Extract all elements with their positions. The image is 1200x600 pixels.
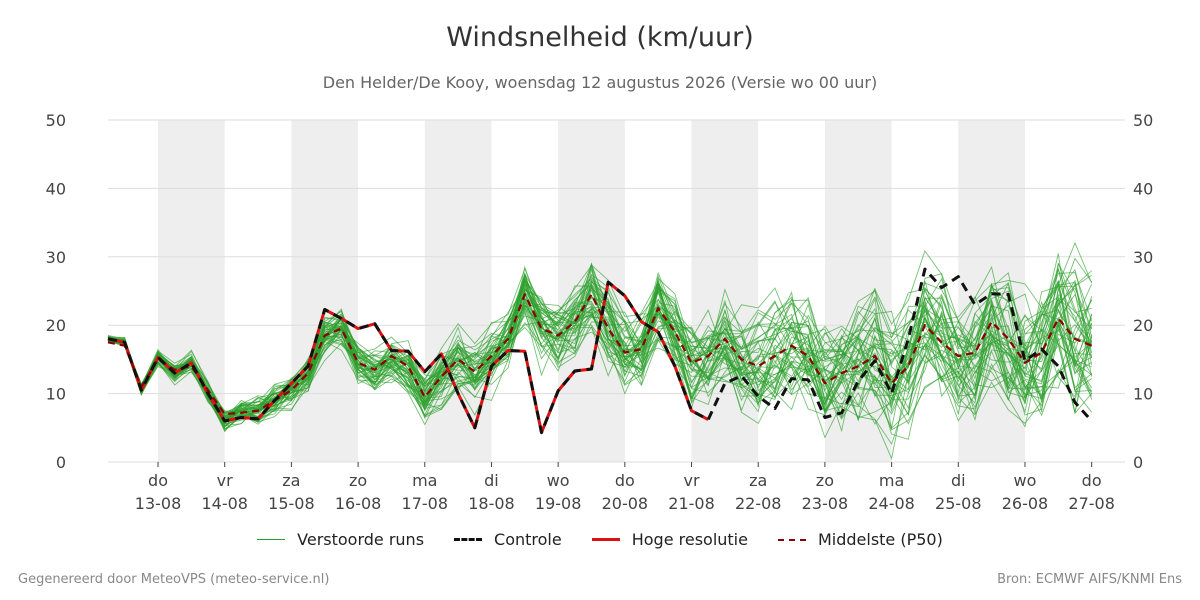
y-tick-left-0: 0 (56, 453, 66, 472)
x-tick-date-13: 26-08 (1002, 494, 1049, 513)
y-tick-right-4: 40 (1133, 179, 1153, 198)
x-tick-date-0: 13-08 (135, 494, 182, 513)
x-tick-day-12: di (951, 471, 966, 490)
ensemble-run-5 (107, 273, 1093, 418)
legend-swatch-hoge-resolutie (591, 538, 620, 541)
x-tick-date-3: 16-08 (335, 494, 382, 513)
x-tick-day-3: zo (349, 471, 367, 490)
legend-swatch-ensemble (257, 539, 286, 540)
legend-label-hoge-resolutie: Hoge resolutie (631, 530, 748, 549)
y-tick-right-0: 0 (1133, 453, 1143, 472)
axes: 0 0 10 10 20 20 30 30 40 40 50 50 do 13-08 vr 14-08 za 15… (46, 111, 1154, 513)
y-tick-right-2: 20 (1133, 316, 1153, 335)
legend-item-controle[interactable]: Controle (454, 530, 562, 549)
x-tick-day-13: wo (1014, 471, 1037, 490)
x-tick-day-6: wo (547, 471, 570, 490)
ensemble-run-48 (107, 272, 1092, 423)
legend-item-ensemble[interactable]: Verstoorde runs (257, 530, 424, 549)
series-line-controle (107, 267, 1093, 435)
x-tick-date-8: 21-08 (668, 494, 715, 513)
x-tick-date-7: 20-08 (602, 494, 649, 513)
x-tick-date-4: 17-08 (402, 494, 449, 513)
y-tick-left-3: 30 (46, 248, 66, 267)
y-tick-left-2: 20 (46, 316, 66, 335)
legend-item-p50[interactable]: Middelste (P50) (777, 530, 943, 549)
y-tick-left-1: 10 (46, 385, 66, 404)
x-tick-date-2: 15-08 (268, 494, 315, 513)
ensemble-run-46 (107, 285, 1092, 428)
legend-item-hoge-resolutie[interactable]: Hoge resolutie (591, 530, 748, 549)
x-tick-day-14: do (1082, 471, 1102, 490)
shade-band-1 (291, 120, 359, 462)
ensemble-run-38 (107, 278, 1093, 418)
x-tick-date-5: 18-08 (468, 494, 515, 513)
y-tick-right-5: 50 (1133, 111, 1153, 130)
x-tick-day-0: do (148, 471, 168, 490)
x-tick-day-1: vr (217, 471, 233, 490)
ensemble-run-44 (107, 271, 1093, 431)
chart-subtitle: Den Helder/De Kooy, woensdag 12 augustus… (322, 73, 878, 92)
x-tick-day-11: ma (879, 471, 904, 490)
x-tick-day-7: do (615, 471, 635, 490)
footer-generator: Gegenereerd door MeteoVPS (meteo-service… (18, 572, 330, 587)
legend-label-p50: Middelste (P50) (817, 530, 943, 549)
x-tick-date-9: 22-08 (735, 494, 782, 513)
chart-title: Windsnelheid (km/uur) (446, 22, 754, 53)
legend-swatch-p50 (777, 538, 806, 541)
main-series (107, 267, 1093, 435)
chart-legend: Verstoorde runs Controle Hoge resolutie … (0, 530, 1200, 549)
y-tick-left-4: 40 (46, 179, 66, 198)
y-tick-left-5: 50 (46, 111, 66, 130)
x-tick-day-2: za (282, 471, 300, 490)
x-tick-day-5: di (484, 471, 499, 490)
x-tick-day-4: ma (412, 471, 437, 490)
ensemble-run-41 (107, 271, 1093, 415)
y-tick-right-1: 10 (1133, 385, 1153, 404)
series-line-middelste-p50 (107, 293, 1093, 416)
x-tick-date-14: 27-08 (1068, 494, 1115, 513)
x-tick-date-12: 25-08 (935, 494, 982, 513)
ensemble-run-40 (107, 278, 1093, 433)
x-tick-date-11: 24-08 (868, 494, 915, 513)
x-tick-day-10: zo (816, 471, 834, 490)
x-tick-day-9: za (749, 471, 767, 490)
legend-label-ensemble: Verstoorde runs (297, 530, 425, 549)
legend-swatch-controle (454, 538, 483, 541)
ensemble-run-24 (107, 282, 1093, 425)
x-tick-day-8: vr (684, 471, 700, 490)
y-tick-right-3: 30 (1133, 248, 1153, 267)
x-tick-date-1: 14-08 (201, 494, 248, 513)
x-tick-date-6: 19-08 (535, 494, 582, 513)
x-tick-date-10: 23-08 (802, 494, 849, 513)
legend-label-controle: Controle (494, 530, 562, 549)
footer-source: Bron: ECMWF AIFS/KNMI Ens (997, 572, 1182, 587)
ensemble-run-33 (107, 281, 1093, 419)
